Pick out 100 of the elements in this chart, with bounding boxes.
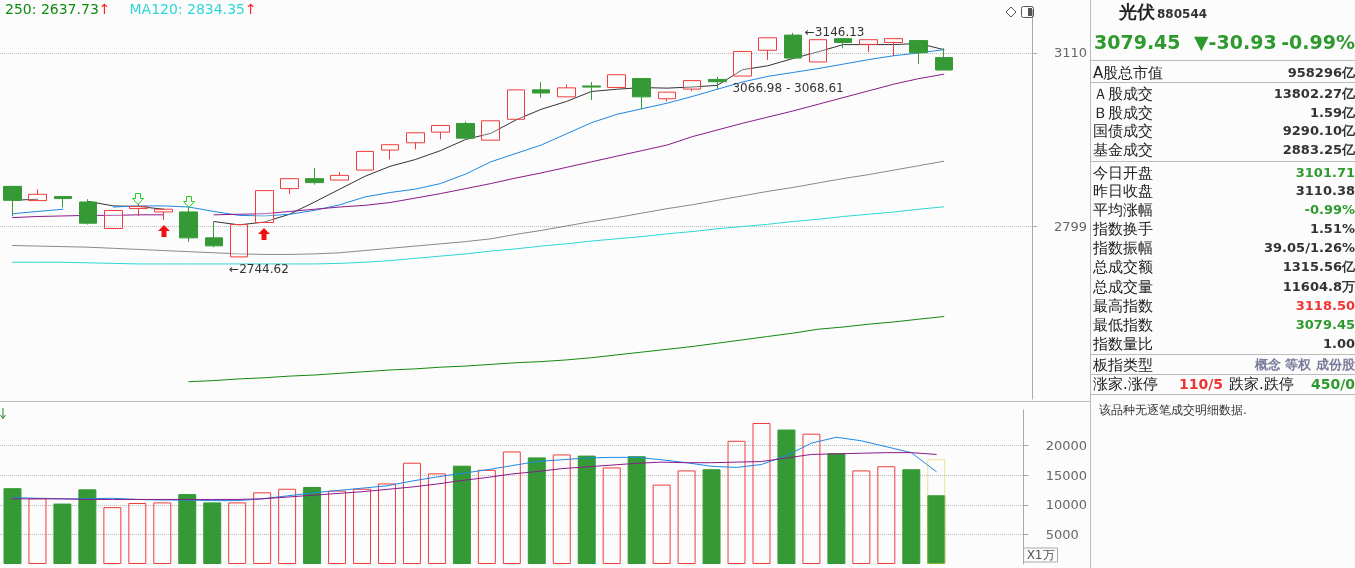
bar xyxy=(328,490,347,564)
bar xyxy=(702,469,721,564)
candlestick xyxy=(658,91,676,103)
line-series xyxy=(12,206,945,265)
text: 880544 xyxy=(1157,6,1208,23)
bar xyxy=(927,459,946,564)
candlestick xyxy=(708,76,727,90)
text: 3101.71 xyxy=(1295,164,1355,182)
text: 平均涨幅 xyxy=(1093,201,1153,219)
bar xyxy=(452,465,471,564)
candlestick xyxy=(28,188,47,202)
text: ▼-30.93 xyxy=(1194,31,1277,53)
bar xyxy=(827,453,846,564)
text: 光伏 xyxy=(1119,1,1155,22)
text: 2883.25亿 xyxy=(1282,141,1355,159)
candlestick xyxy=(859,39,878,53)
candlestick xyxy=(784,32,802,59)
candlestick xyxy=(104,210,123,229)
text: 1315.56亿 xyxy=(1282,258,1355,276)
bar xyxy=(777,429,796,564)
line-series xyxy=(12,160,945,255)
candlestick xyxy=(406,132,425,150)
text: 250: 2637.73↑ xyxy=(5,1,111,17)
bar xyxy=(178,494,197,564)
text: 总成交额 xyxy=(1093,258,1153,276)
bar xyxy=(28,498,47,564)
text: 跌家.跌停 xyxy=(1229,375,1294,393)
bar xyxy=(303,487,322,564)
text: 基金成交 xyxy=(1093,141,1153,159)
bar xyxy=(752,423,771,564)
candlestick xyxy=(280,178,299,195)
bar xyxy=(602,467,621,564)
candlestick xyxy=(507,89,525,120)
bar xyxy=(402,462,421,564)
text: 3079.45 xyxy=(1094,31,1181,53)
line-series xyxy=(188,316,945,383)
annotation: ←3146.13 xyxy=(804,24,865,39)
y-tick-label: 3110 xyxy=(1053,45,1088,61)
text: 指数换手 xyxy=(1093,220,1153,238)
bar xyxy=(378,483,396,564)
text: 涨家.涨停 xyxy=(1093,375,1158,393)
candlestick xyxy=(330,171,349,181)
y-tick-label: 10000 xyxy=(1045,497,1087,513)
y-tick-label: 20000 xyxy=(1045,438,1087,454)
candlestick xyxy=(205,221,223,248)
bar xyxy=(103,507,122,564)
text: 11604.8万 xyxy=(1282,278,1355,296)
candlestick xyxy=(809,39,827,63)
bar xyxy=(3,488,22,564)
text: 1.51% xyxy=(1309,220,1355,238)
candlestick xyxy=(456,121,475,139)
bar xyxy=(577,455,596,564)
text: 3079.45 xyxy=(1295,316,1355,334)
text: Ｂ股成交 xyxy=(1093,104,1153,122)
bar xyxy=(802,433,821,564)
bar xyxy=(652,484,671,564)
text: 1.59亿 xyxy=(1309,104,1355,122)
candlestick xyxy=(834,38,852,49)
candlestick xyxy=(683,80,701,92)
annotation: 3066.98 - 3068.61 xyxy=(732,81,844,96)
text: 110/5 xyxy=(1178,375,1223,393)
text: 指数振幅 xyxy=(1093,239,1153,257)
candlestick xyxy=(884,38,903,57)
text: 今日开盘 xyxy=(1093,164,1153,182)
candlestick xyxy=(356,150,374,171)
text: 39.05/1.26% xyxy=(1264,239,1355,257)
bar xyxy=(128,502,147,564)
text: 指数量比 xyxy=(1093,335,1153,353)
bar xyxy=(877,466,896,564)
y-tick-label: 5000 xyxy=(1045,526,1079,542)
bar xyxy=(677,470,696,564)
candlestick xyxy=(733,50,752,77)
bar xyxy=(353,488,372,564)
text: A股总市值 xyxy=(1093,64,1164,82)
bar xyxy=(727,440,746,564)
bar xyxy=(53,503,72,564)
text: 国债成交 xyxy=(1093,122,1153,140)
bar xyxy=(527,457,546,564)
bar xyxy=(927,495,946,564)
text: 板指类型 xyxy=(1093,356,1153,374)
candlestick xyxy=(154,208,173,221)
candlestick xyxy=(607,74,626,88)
text: -0.99% xyxy=(1304,201,1355,219)
bar xyxy=(153,502,172,564)
y-tick-label: 2799 xyxy=(1053,219,1088,235)
bar xyxy=(552,454,571,564)
bar xyxy=(253,492,272,564)
candlestick xyxy=(3,185,22,217)
candlestick xyxy=(935,47,953,71)
text: Ａ股成交 xyxy=(1093,85,1153,103)
annotation: ←2744.62 xyxy=(229,261,289,276)
text: 958296亿 xyxy=(1287,64,1355,82)
text: MA120: 2834.35↑ xyxy=(129,1,257,17)
candlestick xyxy=(632,78,651,110)
text: 最低指数 xyxy=(1093,316,1153,334)
text: 昨日收盘 xyxy=(1093,182,1153,200)
text: 13802.27亿 xyxy=(1273,85,1355,103)
candlestick xyxy=(305,167,324,186)
candlestick xyxy=(381,144,399,160)
candlestick xyxy=(909,40,928,65)
